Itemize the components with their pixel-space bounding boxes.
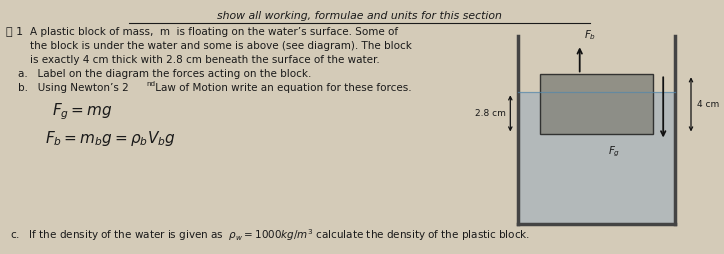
- Text: $F_b = m_b g = \rho_b V_b g$: $F_b = m_b g = \rho_b V_b g$: [45, 129, 175, 148]
- Text: $F_b$: $F_b$: [584, 29, 596, 42]
- Text: 2.8 cm: 2.8 cm: [476, 109, 506, 118]
- Text: 4 cm: 4 cm: [697, 100, 719, 109]
- Text: b.   Using Newton’s 2: b. Using Newton’s 2: [18, 83, 129, 93]
- Text: Law of Motion write an equation for these forces.: Law of Motion write an equation for thes…: [152, 83, 412, 93]
- Text: show all working, formulae and units for this section: show all working, formulae and units for…: [217, 11, 502, 21]
- Bar: [518, 92, 675, 224]
- Text: a.   Label on the diagram the forces acting on the block.: a. Label on the diagram the forces actin…: [18, 69, 311, 79]
- Text: ⧈ 1: ⧈ 1: [6, 26, 23, 36]
- Text: nd: nd: [146, 81, 155, 87]
- Bar: [540, 74, 653, 134]
- Text: $F_g = mg$: $F_g = mg$: [51, 101, 112, 122]
- Text: c.   If the density of the water is given as  $\rho_w = 1000 kg/m^3$ calculate t: c. If the density of the water is given …: [10, 227, 530, 243]
- Text: the block is under the water and some is above (see diagram). The block: the block is under the water and some is…: [30, 41, 412, 51]
- Text: $F_g$: $F_g$: [607, 145, 620, 159]
- Text: is exactly 4 cm thick with 2.8 cm beneath the surface of the water.: is exactly 4 cm thick with 2.8 cm beneat…: [30, 55, 379, 65]
- Text: A plastic block of mass,  m  is floating on the water’s surface. Some of: A plastic block of mass, m is floating o…: [30, 27, 398, 37]
